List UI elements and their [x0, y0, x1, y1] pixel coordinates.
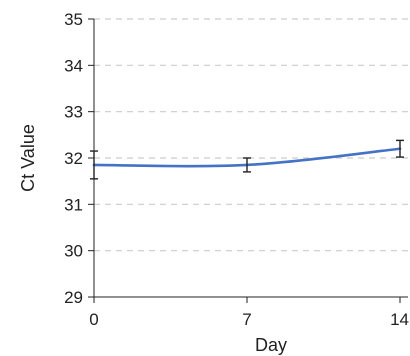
y-tick-label-33: 33 [64, 103, 83, 122]
y-tick-label-32: 32 [64, 149, 83, 168]
y-axis-title: Ct Value [18, 124, 38, 192]
error-bar-day-14 [396, 139, 404, 158]
y-tick-label-34: 34 [64, 56, 83, 75]
x-axis-title: Day [255, 335, 287, 355]
x-tick-label-14: 14 [390, 310, 409, 329]
gridlines [94, 18, 408, 252]
x-tick-label-7: 7 [242, 310, 251, 329]
series-group [90, 139, 404, 180]
y-tick-label-29: 29 [64, 288, 83, 307]
y-axis-ticks: 29 30 31 32 33 34 35 [64, 10, 94, 307]
y-tick-label-35: 35 [64, 10, 83, 29]
x-axis-ticks: 0 7 14 [89, 297, 409, 329]
y-tick-label-31: 31 [64, 195, 83, 214]
error-bar-day-0 [90, 150, 98, 180]
x-tick-label-0: 0 [89, 310, 98, 329]
error-bar-day-7 [243, 157, 251, 173]
y-tick-label-30: 30 [64, 242, 83, 261]
